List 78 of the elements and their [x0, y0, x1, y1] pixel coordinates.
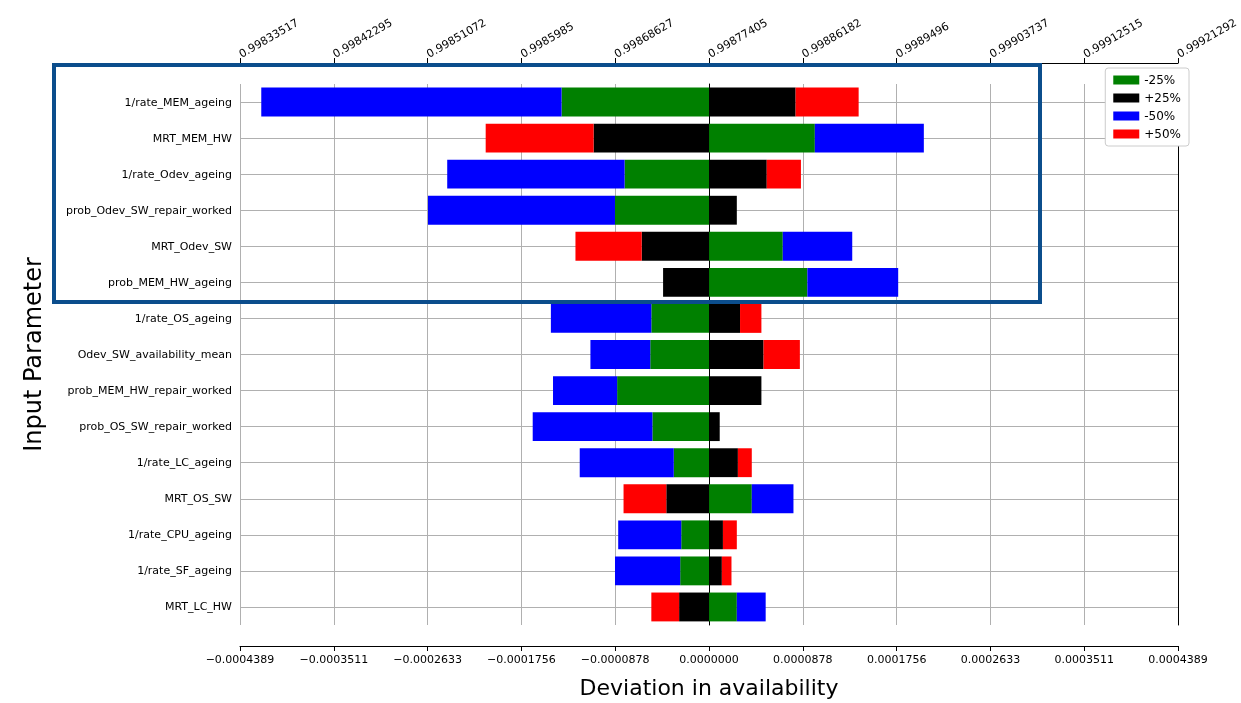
bar — [623, 484, 667, 514]
x-tick-label: −0.0001756 — [487, 653, 556, 666]
x-tick-label: 0.0002633 — [960, 653, 1021, 666]
y-tick-label: prob_MEM_HW_ageing — [107, 275, 232, 289]
bar — [709, 267, 808, 297]
bar — [261, 87, 562, 117]
bar — [737, 448, 752, 478]
bar — [736, 592, 766, 622]
bar — [485, 123, 594, 153]
bar — [650, 340, 710, 369]
bar — [709, 592, 737, 622]
bar — [550, 304, 652, 333]
y-tick-label: MRT_Odev_SW — [151, 239, 233, 253]
bar — [575, 231, 642, 261]
bar — [814, 123, 924, 153]
bar — [615, 556, 681, 586]
y-tick-label: 1/rate_SF_ageing — [137, 564, 232, 578]
bar — [651, 592, 680, 622]
x-tick-label: −0.0003511 — [299, 653, 369, 666]
bar — [763, 340, 800, 369]
bar — [663, 267, 710, 297]
bar — [673, 448, 710, 478]
legend-label: +25% — [1144, 91, 1182, 105]
x-axis-title: Deviation in availability — [579, 674, 839, 700]
bar — [532, 412, 653, 442]
bar — [782, 231, 853, 261]
y-tick-label: MRT_LC_HW — [164, 600, 233, 614]
x-tick-label: −0.0002633 — [393, 653, 463, 666]
bar — [447, 159, 625, 189]
x-tick-label: 0.0003511 — [1054, 653, 1114, 666]
y-axis-title: Input Parameter — [19, 257, 47, 452]
x-tick-label: −0.0004389 — [205, 653, 275, 666]
bar — [795, 87, 859, 117]
bar — [766, 159, 801, 189]
bar — [652, 412, 710, 442]
bar — [679, 592, 710, 622]
y-tick-label: Odev_SW_availability_mean — [77, 348, 233, 361]
x-tick-label: 0.0001756 — [866, 653, 927, 666]
bar — [740, 304, 762, 333]
bar — [680, 556, 710, 586]
bar — [590, 340, 651, 369]
bar — [553, 376, 618, 405]
bar — [722, 520, 737, 550]
y-tick-label: prob_Odev_SW_repair_worked — [65, 203, 232, 217]
legend-label: +50% — [1144, 127, 1182, 141]
bar — [579, 448, 674, 478]
bar — [721, 556, 732, 586]
bar — [624, 159, 710, 189]
bar — [709, 484, 752, 514]
x-tick-label: −0.0000878 — [580, 653, 650, 666]
y-tick-label: 1/rate_LC_ageing — [136, 456, 232, 470]
bar — [681, 520, 710, 550]
y-tick-label: MRT_MEM_HW — [152, 131, 233, 145]
y-tick-label: prob_MEM_HW_repair_worked — [67, 384, 232, 398]
x-tick-label: 0.0000878 — [773, 653, 833, 666]
bar — [651, 304, 710, 333]
bar — [709, 231, 783, 261]
y-tick-label: 1/rate_CPU_ageing — [128, 528, 232, 542]
bar — [593, 123, 710, 153]
legend-label: -25% — [1144, 73, 1176, 87]
bar — [617, 376, 710, 405]
bar — [709, 123, 815, 153]
bar — [641, 231, 710, 261]
y-tick-label: 1/rate_MEM_ageing — [124, 95, 232, 109]
y-tick-label: prob_OS_SW_repair_worked — [79, 420, 232, 434]
bar — [561, 87, 710, 117]
bar — [666, 484, 710, 514]
bar — [427, 195, 615, 225]
x-tick-label: 0.0000000 — [679, 653, 739, 666]
y-tick-label: 1/rate_Odev_ageing — [121, 167, 232, 181]
y-tick-label: MRT_OS_SW — [164, 492, 233, 506]
bar — [618, 520, 682, 550]
y-tick-label: 1/rate_OS_ageing — [134, 311, 232, 325]
bar — [751, 484, 794, 514]
bar — [615, 195, 710, 225]
legend-label: -50% — [1144, 109, 1176, 123]
bar — [807, 267, 899, 297]
x-tick-label: 0.0004389 — [1148, 653, 1208, 666]
